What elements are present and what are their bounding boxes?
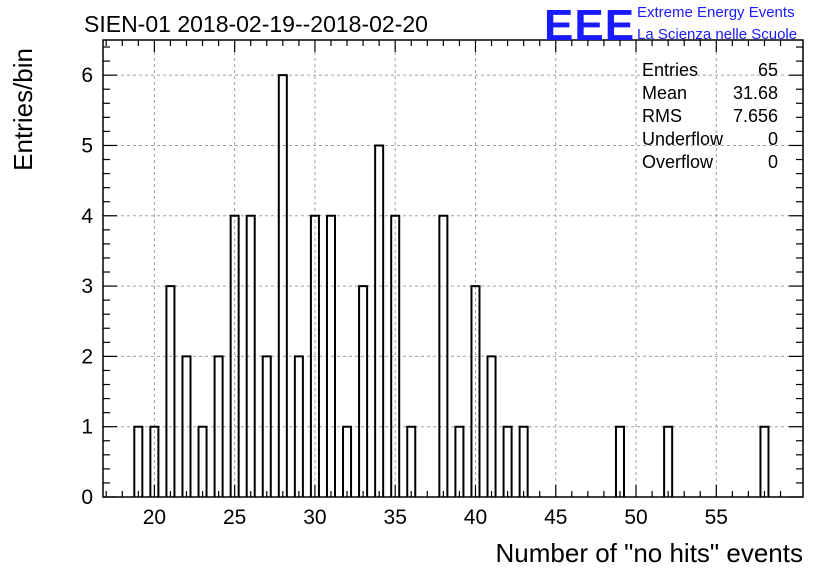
histogram-bar: [342, 425, 353, 497]
histogram-bar: [261, 355, 272, 497]
plot-frame: [102, 39, 804, 498]
histogram-bar: [663, 425, 674, 497]
histogram-bar: [374, 144, 385, 497]
chart-title: SIEN-01 2018-02-19--2018-02-20: [84, 11, 428, 37]
stats-box: Entries 65 Mean 31.68 RMS 7.656 Underflo…: [642, 60, 778, 172]
histogram-bar: [293, 355, 304, 497]
x-tick-label: 45: [544, 506, 567, 529]
stat-value-overflow: 0: [768, 152, 778, 172]
stat-label-mean: Mean: [642, 83, 687, 103]
stat-value-rms: 7.656: [733, 106, 778, 126]
x-tick-label: 20: [143, 506, 166, 529]
histogram-bar: [614, 425, 625, 497]
x-tick-label: 55: [705, 506, 728, 529]
histogram-bar: [759, 425, 770, 497]
bars-layer: [133, 74, 770, 497]
y-tick-label: 2: [81, 345, 93, 368]
y-tick-label: 5: [81, 134, 93, 157]
logo-line-1: Extreme Energy Events: [637, 4, 795, 21]
histogram-bar: [518, 425, 529, 497]
histogram-bar: [165, 285, 176, 497]
histogram-bar: [309, 214, 320, 497]
histogram-bar: [213, 355, 224, 497]
histogram-bar: [470, 285, 481, 497]
histogram-bar: [277, 74, 288, 497]
histogram-bar: [149, 425, 160, 497]
histogram-bar: [181, 355, 192, 497]
x-axis-title: Number of "no hits" events: [496, 538, 804, 568]
histogram-bar: [502, 425, 513, 497]
histogram-bar: [486, 355, 497, 497]
x-tick-label: 40: [464, 506, 487, 529]
y-tick-label: 1: [81, 416, 93, 439]
eee-logo: EEE Extreme Energy Events La Scienza nel…: [544, 1, 797, 50]
y-tick-label: 3: [81, 275, 93, 298]
stat-label-entries: Entries: [642, 60, 698, 80]
stat-value-entries: 65: [758, 60, 778, 80]
histogram-bar: [133, 425, 144, 497]
eee-logo-mark: EEE: [544, 1, 635, 50]
logo-line-2: La Scienza nelle Scuole: [637, 26, 797, 43]
y-tick-label: 6: [81, 64, 93, 87]
stat-label-overflow: Overflow: [642, 152, 714, 172]
stat-label-underflow: Underflow: [642, 129, 724, 149]
histogram-bar: [245, 214, 256, 497]
histogram-bar: [325, 214, 336, 497]
stat-value-underflow: 0: [768, 129, 778, 149]
x-tick-label: 50: [624, 506, 647, 529]
y-tick-label: 4: [81, 205, 93, 228]
stat-label-rms: RMS: [642, 106, 682, 126]
stat-value-mean: 31.68: [733, 83, 778, 103]
histogram-bar: [390, 214, 401, 497]
histogram-bar: [358, 285, 369, 497]
histogram-bar: [454, 425, 465, 497]
x-tick-label: 35: [384, 506, 407, 529]
histogram-bar: [438, 214, 449, 497]
x-tick-label: 25: [223, 506, 246, 529]
x-tick-label: 30: [303, 506, 326, 529]
histogram-bar: [406, 425, 417, 497]
histogram-bar: [229, 214, 240, 497]
grid-layer: [103, 40, 803, 497]
histogram-bar: [197, 425, 208, 497]
y-axis-title: Entries/bin: [8, 48, 38, 171]
y-tick-label: 0: [81, 486, 93, 509]
